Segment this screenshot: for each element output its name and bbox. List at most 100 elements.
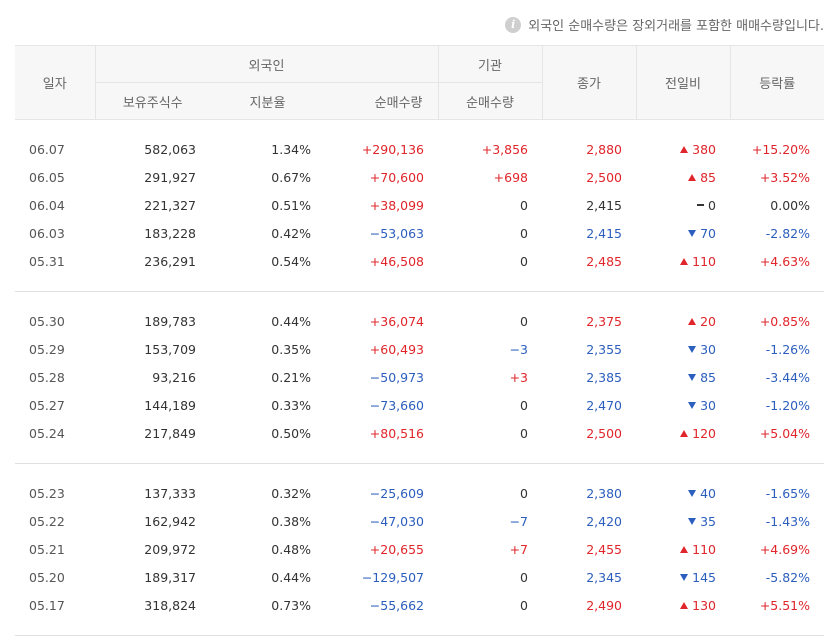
cell-institution-net: 0 (438, 591, 542, 619)
change-value: 30 (700, 342, 716, 357)
cell-change: 120 (636, 419, 730, 447)
cell-change: 110 (636, 247, 730, 275)
table-row: 05.21 209,972 0.48% +20,655 +7 2,455 110 +4.69% (15, 535, 824, 563)
cell-rate: +3.52% (730, 163, 824, 191)
header-change: 전일비 (636, 46, 730, 120)
cell-rate: +5.51% (730, 591, 824, 619)
change-value: 130 (692, 598, 716, 613)
cell-foreign-net: −55,662 (325, 591, 438, 619)
info-icon: i (505, 17, 521, 33)
cell-rate: -1.43% (730, 507, 824, 535)
cell-ratio: 0.50% (210, 419, 325, 447)
cell-holdings: 183,228 (95, 219, 210, 247)
cell-institution-net: 0 (438, 307, 542, 335)
cell-change: 145 (636, 563, 730, 591)
table-row: 06.05 291,927 0.67% +70,600 +698 2,500 85 +3.52… (15, 163, 824, 191)
change-value: 145 (692, 570, 716, 585)
cell-ratio: 0.51% (210, 191, 325, 219)
triangle-up-icon (680, 258, 688, 265)
cell-change: 110 (636, 535, 730, 563)
cell-date: 05.30 (15, 307, 95, 335)
cell-foreign-net: −50,973 (325, 363, 438, 391)
change-value: 85 (700, 370, 716, 385)
triangle-down-icon (688, 230, 696, 237)
header-close: 종가 (542, 46, 636, 120)
cell-change: 30 (636, 391, 730, 419)
cell-date: 05.31 (15, 247, 95, 275)
change-value: 30 (700, 398, 716, 413)
cell-close: 2,345 (542, 563, 636, 591)
header-institution-group: 기관 (438, 46, 542, 83)
cell-change: 35 (636, 507, 730, 535)
triangle-down-icon (688, 346, 696, 353)
cell-holdings: 144,189 (95, 391, 210, 419)
cell-change: 30 (636, 335, 730, 363)
header-date: 일자 (15, 46, 95, 120)
cell-ratio: 1.34% (210, 135, 325, 163)
cell-rate: -1.20% (730, 391, 824, 419)
header-foreign-group: 외국인 (95, 46, 438, 83)
cell-ratio: 0.21% (210, 363, 325, 391)
cell-foreign-net: +80,516 (325, 419, 438, 447)
cell-date: 06.03 (15, 219, 95, 247)
cell-foreign-net: −47,030 (325, 507, 438, 535)
table-body: 06.07 582,063 1.34% +290,136 +3,856 2,880 380 +… (15, 120, 824, 636)
cell-date: 05.29 (15, 335, 95, 363)
table-row: 05.31 236,291 0.54% +46,508 0 2,485 110 +4.63% (15, 247, 824, 275)
cell-holdings: 189,317 (95, 563, 210, 591)
change-value: 0 (708, 198, 716, 213)
cell-foreign-net: +46,508 (325, 247, 438, 275)
cell-holdings: 189,783 (95, 307, 210, 335)
triangle-up-icon (688, 174, 696, 181)
cell-foreign-net: −73,660 (325, 391, 438, 419)
cell-ratio: 0.73% (210, 591, 325, 619)
cell-change: 40 (636, 479, 730, 507)
cell-date: 05.27 (15, 391, 95, 419)
triangle-down-icon (688, 374, 696, 381)
cell-foreign-net: −129,507 (325, 563, 438, 591)
cell-foreign-net: −53,063 (325, 219, 438, 247)
cell-date: 06.07 (15, 135, 95, 163)
table-row: 05.23 137,333 0.32% −25,609 0 2,380 40 -1.65% (15, 479, 824, 507)
change-value: 110 (692, 254, 716, 269)
cell-close: 2,470 (542, 391, 636, 419)
header-rate: 등락률 (730, 46, 824, 120)
table-row: 05.29 153,709 0.35% +60,493 −3 2,355 30 -1.26% (15, 335, 824, 363)
change-value: 120 (692, 426, 716, 441)
cell-change: 70 (636, 219, 730, 247)
cell-foreign-net: +38,099 (325, 191, 438, 219)
cell-institution-net: 0 (438, 563, 542, 591)
cell-date: 05.23 (15, 479, 95, 507)
cell-close: 2,500 (542, 419, 636, 447)
cell-institution-net: 0 (438, 191, 542, 219)
foreign-institution-trading-table: 일자 외국인 기관 종가 전일비 등락률 보유주식수 지분율 순매수량 순매수량… (15, 45, 824, 636)
cell-rate: -1.65% (730, 479, 824, 507)
cell-rate: +4.63% (730, 247, 824, 275)
cell-change: 0 (636, 191, 730, 219)
triangle-down-icon (688, 490, 696, 497)
cell-close: 2,375 (542, 307, 636, 335)
cell-close: 2,415 (542, 191, 636, 219)
triangle-up-icon (680, 546, 688, 553)
cell-ratio: 0.42% (210, 219, 325, 247)
cell-close: 2,880 (542, 135, 636, 163)
table-row: 05.22 162,942 0.38% −47,030 −7 2,420 35 -1.43% (15, 507, 824, 535)
dash-icon (697, 204, 704, 206)
cell-change: 380 (636, 135, 730, 163)
table-row: 05.24 217,849 0.50% +80,516 0 2,500 120 +5.04% (15, 419, 824, 447)
cell-rate: +5.04% (730, 419, 824, 447)
header-foreign-ratio: 지분율 (210, 83, 325, 120)
triangle-up-icon (680, 430, 688, 437)
cell-institution-net: 0 (438, 219, 542, 247)
cell-holdings: 137,333 (95, 479, 210, 507)
cell-foreign-net: +290,136 (325, 135, 438, 163)
cell-change: 85 (636, 163, 730, 191)
cell-close: 2,355 (542, 335, 636, 363)
cell-close: 2,380 (542, 479, 636, 507)
cell-holdings: 291,927 (95, 163, 210, 191)
cell-ratio: 0.44% (210, 307, 325, 335)
triangle-up-icon (688, 318, 696, 325)
cell-close: 2,385 (542, 363, 636, 391)
cell-date: 05.21 (15, 535, 95, 563)
cell-institution-net: +3 (438, 363, 542, 391)
